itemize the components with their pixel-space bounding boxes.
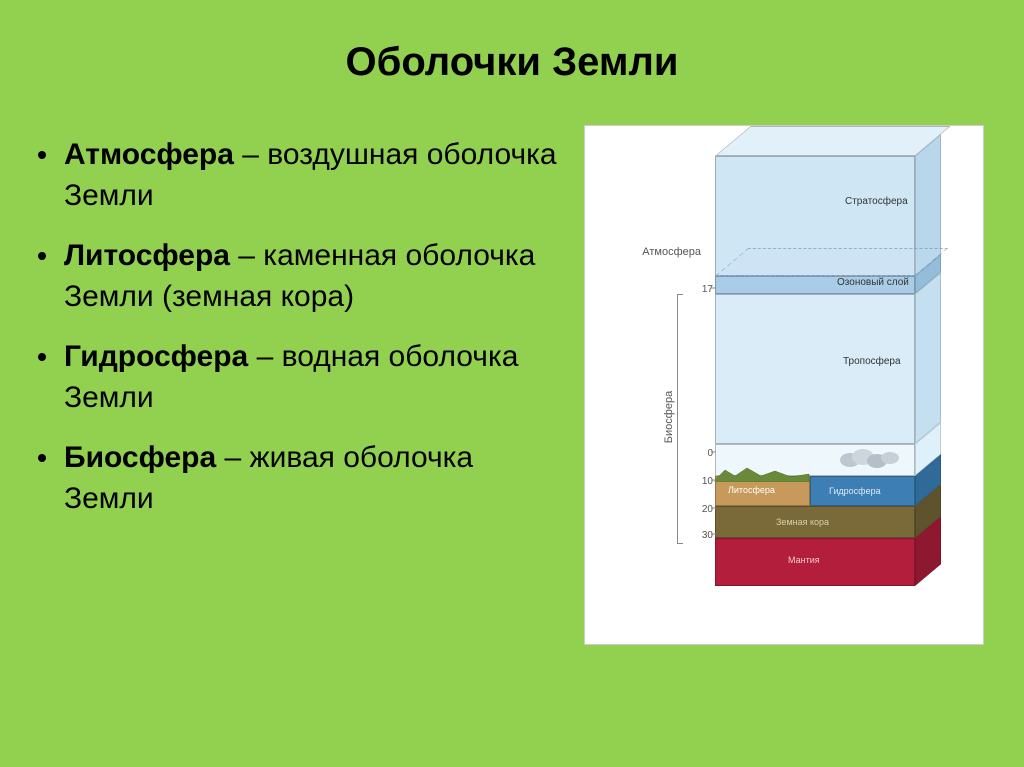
bullet-atmosphere: Атмосфера – воздушная оболочка Земли [30,135,564,216]
stratosphere-top-face [715,126,951,156]
troposphere-side [915,272,941,444]
cube-block: Стратосфера Озоновый слой Тропосфера [715,156,955,616]
bullet-dot-icon [38,454,46,462]
label-atmosphere-left: Атмосфера [642,246,701,258]
scale-20: 20 [693,504,713,515]
bullet-dot-icon [38,252,46,260]
scale-30: 30 [693,530,713,541]
label-biosphere-left: Биосфера [663,391,675,443]
term-hydrosphere: Гидросфера [64,340,248,373]
content-row: Атмосфера – воздушная оболочка Земли Лит… [0,115,1024,645]
page-title: Оболочки Земли [0,0,1024,115]
bullet-list: Атмосфера – воздушная оболочка Земли Лит… [30,115,574,645]
bullet-dot-icon [38,151,46,159]
layer-hydrosphere: Гидросфера [810,476,915,506]
term-atmosphere: Атмосфера [64,138,234,171]
term-biosphere: Биосфера [64,441,216,474]
diagram-container: Атмосфера Биосфера Стратосфера Озоновый … [574,115,994,645]
layer-mantle: Мантия [715,538,915,586]
scale-10: 10 [693,476,713,487]
label-hydrosphere-inner: Гидросфера [829,486,881,496]
earth-spheres-diagram: Атмосфера Биосфера Стратосфера Озоновый … [584,125,984,645]
clouds-icon [835,446,905,472]
label-lithosphere-inner: Литосфера [728,485,775,495]
label-troposphere: Тропосфера [843,356,901,367]
layer-troposphere [715,294,915,444]
land-relief-icon [713,462,813,482]
label-stratosphere: Стратосфера [845,196,908,207]
label-ozone: Озоновый слой [837,277,909,288]
label-mantle-inner: Мантия [788,555,820,565]
biosphere-bracket-icon [677,294,683,544]
bullet-hydrosphere: Гидросфера – водная оболочка Земли [30,337,564,418]
bullet-dot-icon [38,353,46,361]
scale-17: 17 [693,284,713,295]
dashed-plane-icon [715,248,948,276]
scale-0: 0 [693,448,713,459]
term-lithosphere: Литосфера [64,239,230,272]
layer-crust: Земная кора [715,506,915,538]
scale-ticks-icon [711,156,717,586]
bullet-biosphere: Биосфера – живая оболочка Земли [30,438,564,519]
bullet-lithosphere: Литосфера – каменная оболочка Земли (зем… [30,236,564,317]
label-crust-inner: Земная кора [776,517,829,527]
